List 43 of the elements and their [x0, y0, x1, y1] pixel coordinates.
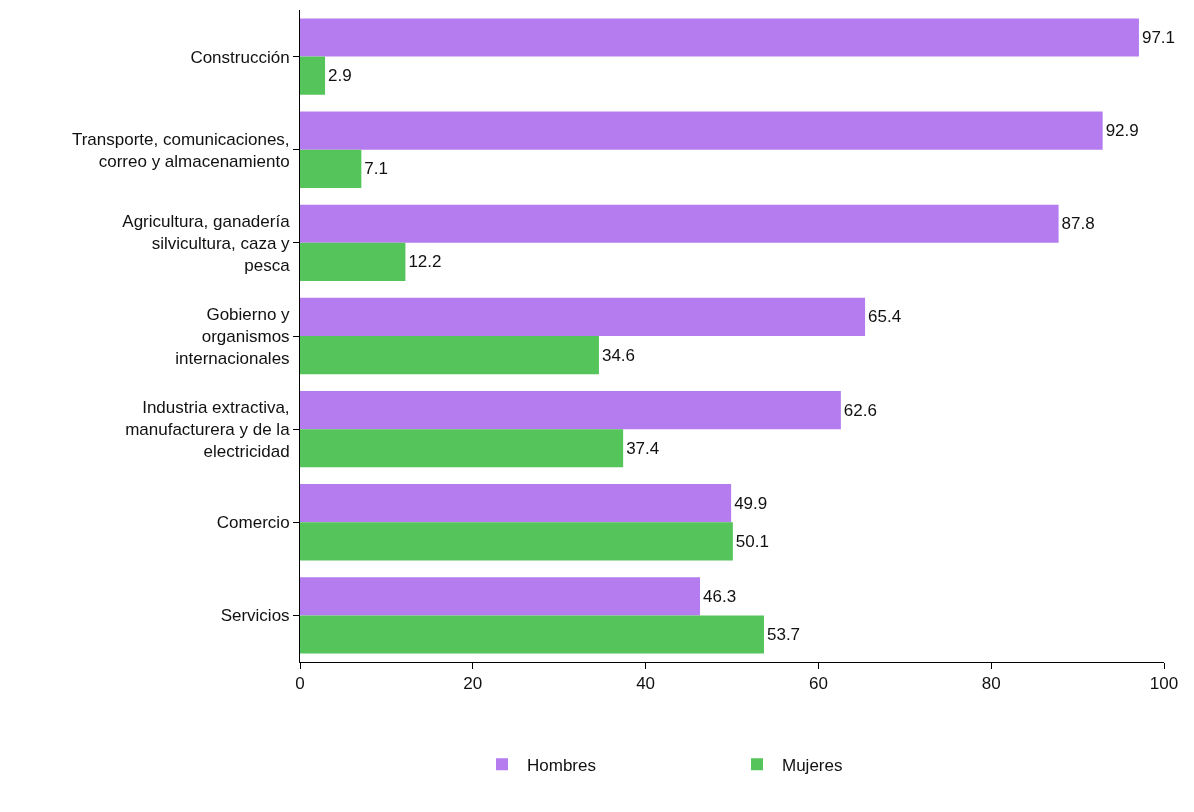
data-label: 49.9	[734, 493, 768, 513]
bar	[300, 522, 733, 561]
data-label: 62.6	[843, 400, 877, 420]
data-label: 87.8	[1061, 214, 1095, 234]
bar	[300, 615, 764, 654]
data-label: 37.4	[626, 438, 660, 458]
y-tick-label: Gobierno y organismos internacionales	[175, 304, 291, 369]
bar	[300, 18, 1139, 57]
x-tick-label: 0	[295, 674, 305, 694]
data-label: 92.9	[1105, 121, 1139, 141]
bar	[300, 111, 1103, 150]
bar	[300, 56, 326, 95]
data-label: 65.4	[868, 307, 902, 327]
data-label: 12.2	[408, 252, 442, 272]
data-label: 7.1	[364, 159, 388, 179]
bar	[300, 429, 624, 468]
data-label: 2.9	[328, 66, 352, 86]
bar	[300, 390, 841, 430]
legend-label: Mujeres	[782, 755, 843, 775]
x-tick-label: 20	[463, 674, 483, 694]
x-tick-label: 80	[981, 674, 1001, 694]
y-tick-label: Transporte, comunicaciones, correo y almacenamiento	[71, 129, 290, 171]
y-tick-label: Industria extractiva, manufacturera y de la electricidad	[125, 397, 291, 462]
y-tick-label: Servicios	[220, 606, 290, 626]
x-tick-label: 40	[636, 674, 656, 694]
bar	[300, 577, 701, 616]
data-label: 97.1	[1141, 27, 1176, 47]
bar	[300, 484, 732, 523]
x-tick-label: 60	[808, 674, 828, 694]
bar	[300, 336, 599, 375]
bar	[300, 242, 406, 282]
y-tick-label: Construcción	[190, 47, 290, 67]
y-tick-label: Agricultura, ganadería silvicultura, caza y pesca	[122, 211, 291, 275]
y-tick-label: Comercio	[216, 513, 290, 533]
data-label: 46.3	[703, 586, 737, 606]
data-label: 53.7	[766, 625, 801, 645]
legend-label: Hombres	[527, 755, 596, 775]
bar	[300, 204, 1059, 243]
bar	[300, 297, 866, 336]
data-label: 50.1	[735, 531, 769, 551]
data-label: 34.6	[601, 345, 636, 365]
x-tick-label: 100	[1149, 674, 1179, 694]
bar	[300, 149, 362, 188]
